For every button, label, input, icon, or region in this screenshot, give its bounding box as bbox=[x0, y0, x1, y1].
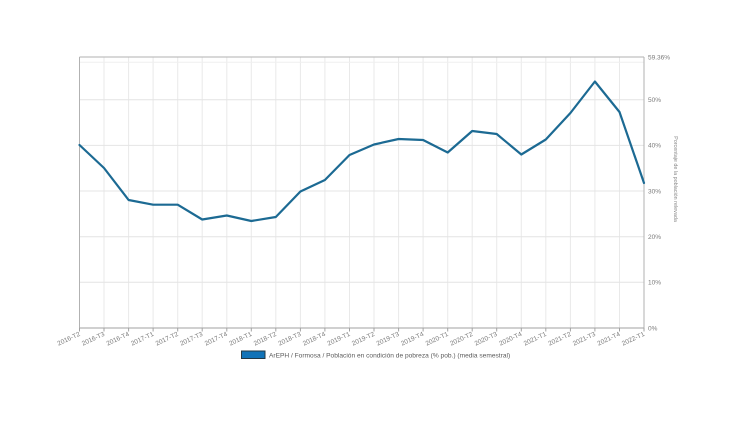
svg-text:40%: 40% bbox=[648, 143, 661, 150]
svg-text:ArEPH / Formosa / Población en: ArEPH / Formosa / Población en condición… bbox=[269, 352, 510, 359]
svg-text:59.36%: 59.36% bbox=[648, 54, 670, 61]
svg-text:10%: 10% bbox=[648, 280, 661, 287]
svg-text:20%: 20% bbox=[648, 234, 661, 241]
svg-text:50%: 50% bbox=[648, 97, 661, 104]
svg-text:30%: 30% bbox=[648, 188, 661, 195]
svg-text:0%: 0% bbox=[648, 325, 658, 332]
svg-text:Porcentaje de la población rel: Porcentaje de la población relevada bbox=[672, 136, 678, 222]
